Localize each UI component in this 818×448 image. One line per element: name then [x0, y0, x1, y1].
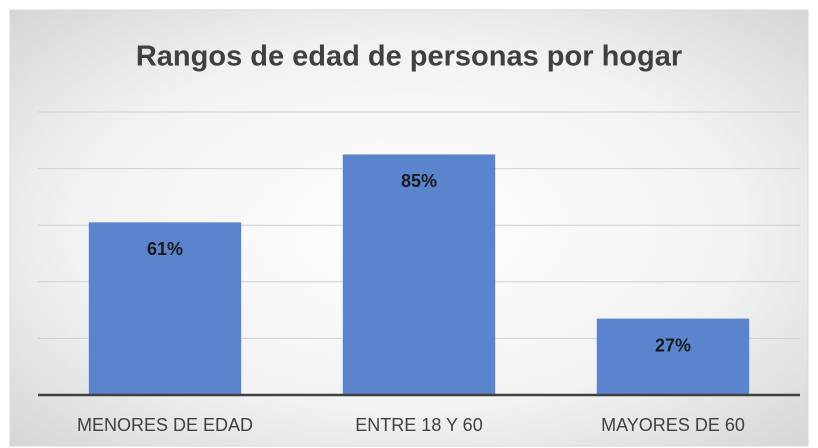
- data-label: 61%: [147, 239, 183, 259]
- bar: [342, 154, 496, 395]
- x-tick-label: ENTRE 18 Y 60: [355, 415, 482, 435]
- x-tick-label: MENORES DE EDAD: [77, 415, 253, 435]
- chart-title: Rangos de edad de personas por hogar: [136, 41, 682, 73]
- data-label: 27%: [655, 335, 691, 355]
- x-tick-label: MAYORES DE 60: [601, 415, 745, 435]
- data-label: 85%: [401, 171, 437, 191]
- bar: [596, 318, 750, 395]
- bar: [88, 222, 242, 395]
